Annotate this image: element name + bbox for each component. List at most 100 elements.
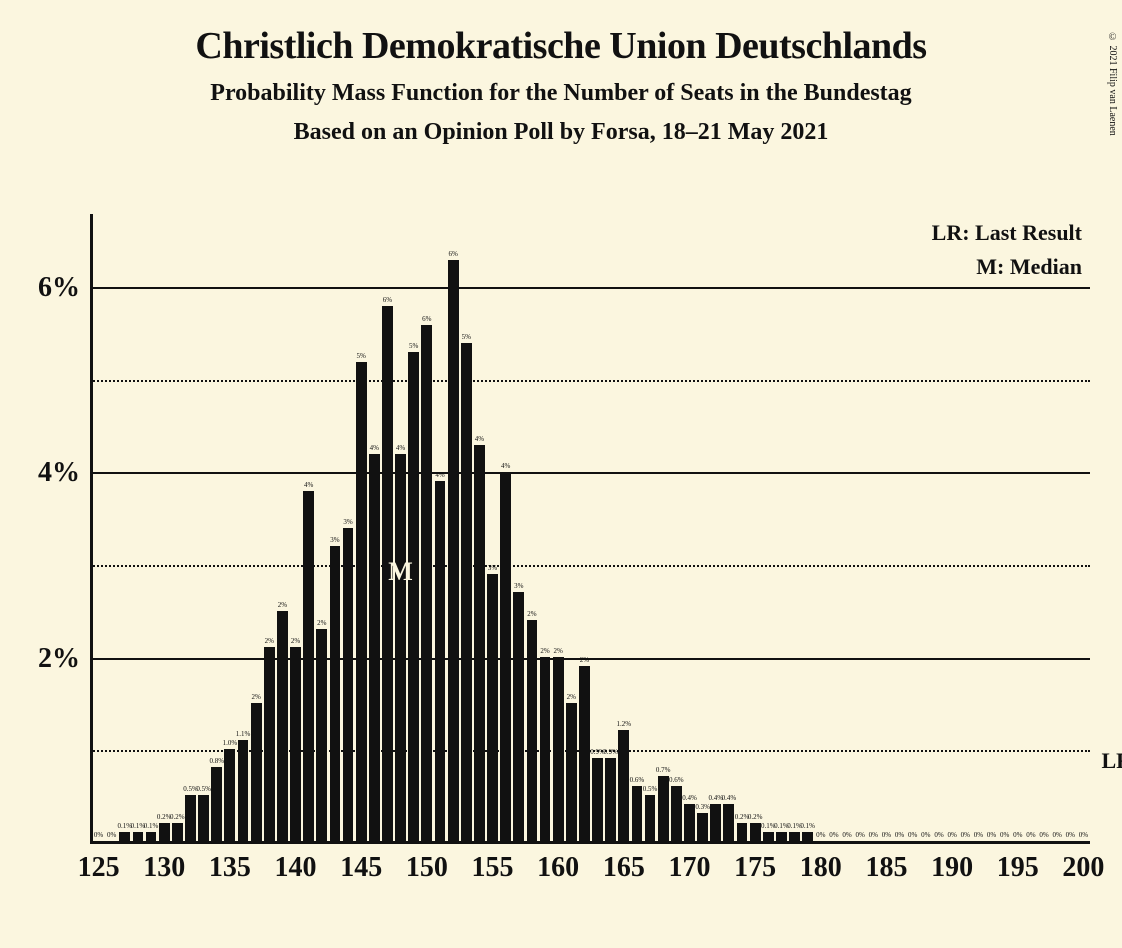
bar-value-label: 0%: [934, 831, 943, 839]
bar-value-label: 2%: [265, 637, 274, 645]
bar-value-label: 5%: [409, 342, 418, 350]
bar: [119, 832, 130, 841]
bar: [513, 592, 524, 841]
bar-value-label: 3%: [330, 536, 339, 544]
bar-value-label: 2%: [317, 619, 326, 627]
bar: [395, 454, 406, 841]
bar-value-label: 2%: [527, 610, 536, 618]
bar: [737, 823, 748, 841]
chart-title: Christlich Demokratische Union Deutschla…: [0, 24, 1122, 68]
bar-value-label: 2%: [291, 637, 300, 645]
bar-value-label: 6%: [383, 296, 392, 304]
bar-value-label: 0%: [1013, 831, 1022, 839]
bar-value-label: 1.2%: [617, 720, 632, 728]
bar: [172, 823, 183, 841]
bar: [566, 703, 577, 841]
bar: [316, 629, 327, 841]
bar-value-label: 0%: [816, 831, 825, 839]
bar: [461, 343, 472, 841]
bar-value-label: 0.6%: [669, 776, 684, 784]
bar-value-label: 0%: [842, 831, 851, 839]
bar-value-label: 0.1%: [800, 822, 815, 830]
bar-value-label: 2%: [553, 647, 562, 655]
bar-value-label: 0%: [869, 831, 878, 839]
bar-value-label: 0%: [882, 831, 891, 839]
y-tick-label: 4%: [38, 457, 80, 489]
bar-value-label: 4%: [396, 444, 405, 452]
chart-plot-area: LR: Last ResultM: MedianLR 0%0%0.1%0.1%0…: [90, 214, 1090, 844]
bar-value-label: 0.4%: [682, 794, 697, 802]
bar: [671, 786, 682, 841]
x-tick-label: 170: [668, 852, 710, 884]
bar-value-label: 0.6%: [630, 776, 645, 784]
x-tick-label: 160: [537, 852, 579, 884]
bar: [618, 730, 629, 841]
bar-value-label: 1.0%: [223, 739, 238, 747]
bar-value-label: 2%: [251, 693, 260, 701]
bar-value-label: 3%: [488, 564, 497, 572]
x-tick-label: 135: [209, 852, 251, 884]
bar-value-label: 0.9%: [603, 748, 618, 756]
bar-value-label: 3%: [343, 518, 352, 526]
bar-value-label: 2%: [278, 601, 287, 609]
bar: [553, 657, 564, 841]
bar-value-label: 6%: [448, 250, 457, 258]
bar-value-label: 5%: [462, 333, 471, 341]
bar: [684, 804, 695, 841]
bar: [224, 749, 235, 841]
bar: [487, 574, 498, 841]
bar: [605, 758, 616, 841]
bar: [527, 620, 538, 841]
bar: [750, 823, 761, 841]
bar-value-label: 0.4%: [722, 794, 737, 802]
bar-value-label: 0%: [1039, 831, 1048, 839]
x-tick-label: 185: [865, 852, 907, 884]
bar-value-label: 0%: [974, 831, 983, 839]
bar-value-label: 0.1%: [144, 822, 159, 830]
bar-value-label: 0.3%: [695, 803, 710, 811]
bar: [776, 832, 787, 841]
bar: [408, 352, 419, 841]
median-marker: M: [388, 557, 413, 587]
bar: [421, 325, 432, 841]
bar: [645, 795, 656, 841]
bar-value-label: 0%: [1066, 831, 1075, 839]
bar-value-label: 0.2%: [170, 813, 185, 821]
bar: [146, 832, 157, 841]
chart-subtitle-2: Based on an Opinion Poll by Forsa, 18–21…: [0, 119, 1122, 146]
bar-value-label: 0.2%: [748, 813, 763, 821]
bar: [198, 795, 209, 841]
bar-value-label: 0%: [856, 831, 865, 839]
x-tick-label: 140: [275, 852, 317, 884]
x-tick-label: 130: [143, 852, 185, 884]
bar: [658, 776, 669, 841]
bar: [330, 546, 341, 841]
bar-value-label: 4%: [501, 462, 510, 470]
y-tick-label: 6%: [38, 272, 80, 304]
x-tick-label: 125: [78, 852, 120, 884]
bar-value-label: 0%: [895, 831, 904, 839]
x-tick-label: 165: [603, 852, 645, 884]
bar-value-label: 0%: [987, 831, 996, 839]
bar: [356, 362, 367, 841]
bar-value-label: 0%: [1026, 831, 1035, 839]
bar: [264, 647, 275, 841]
bar-value-label: 2%: [580, 656, 589, 664]
bar: [789, 832, 800, 841]
bar: [435, 481, 446, 841]
bar: [540, 657, 551, 841]
x-tick-label: 180: [800, 852, 842, 884]
bar: [697, 813, 708, 841]
bar: [290, 647, 301, 841]
bar-value-label: 5%: [357, 352, 366, 360]
bar: [763, 832, 774, 841]
x-tick-label: 155: [472, 852, 514, 884]
x-tick-label: 150: [406, 852, 448, 884]
bar-value-label: 0%: [107, 831, 116, 839]
bar-value-label: 0%: [1052, 831, 1061, 839]
bar-value-label: 0.8%: [209, 757, 224, 765]
bar: [802, 832, 813, 841]
x-tick-label: 195: [997, 852, 1039, 884]
bar-value-label: 0%: [1079, 831, 1088, 839]
x-tick-label: 145: [340, 852, 382, 884]
